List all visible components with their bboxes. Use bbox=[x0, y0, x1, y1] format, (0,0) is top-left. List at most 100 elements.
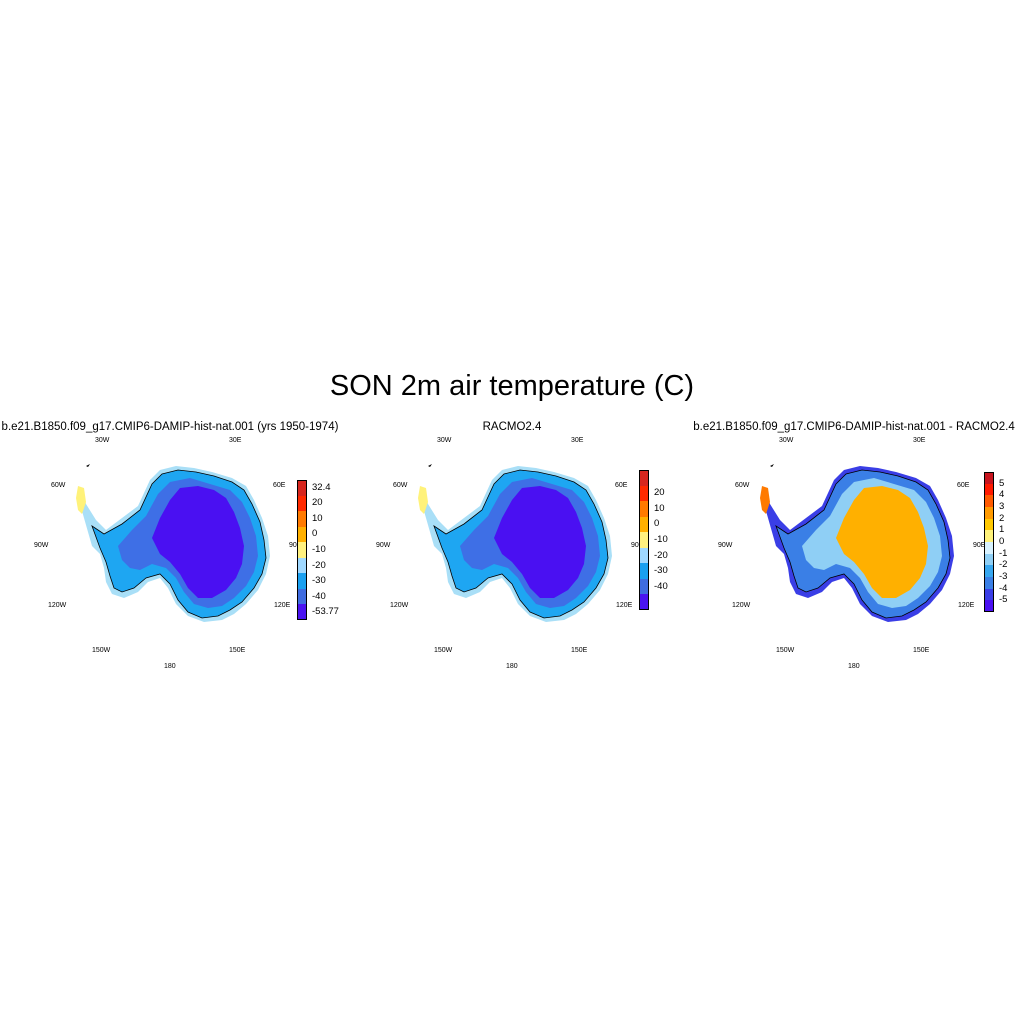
colorbar-swatch bbox=[984, 600, 994, 613]
lon-label: 120E bbox=[616, 602, 633, 609]
colorbar-swatch bbox=[984, 518, 994, 531]
colorbar-frame bbox=[639, 470, 649, 610]
lon-label: 60E bbox=[273, 482, 286, 489]
colorbar-tick-label: -53.77 bbox=[312, 606, 339, 618]
lon-label: 180 bbox=[848, 663, 860, 670]
colorbar-swatch bbox=[639, 485, 649, 502]
island-marker bbox=[86, 464, 90, 467]
lon-label: 90W bbox=[718, 542, 733, 549]
colorbar-tick-label: -4 bbox=[999, 582, 1008, 594]
colorbar-swatch bbox=[984, 577, 994, 590]
lon-label: 120E bbox=[958, 602, 975, 609]
lon-label: 30E bbox=[571, 437, 584, 444]
region-inner bbox=[494, 486, 586, 598]
antarctica-map bbox=[760, 464, 954, 622]
antarctica-map bbox=[76, 464, 270, 622]
colorbar-frame bbox=[297, 480, 307, 620]
region-inner bbox=[152, 486, 244, 598]
colorbar-tick-label: -2 bbox=[999, 559, 1008, 571]
colorbar-frame bbox=[984, 472, 994, 612]
region-yellow bbox=[76, 486, 86, 514]
colorbar-tick-label: -20 bbox=[312, 559, 326, 571]
lon-label: 150W bbox=[776, 647, 795, 654]
colorbar-swatch bbox=[297, 588, 307, 605]
lon-label: 150E bbox=[571, 647, 588, 654]
colorbar-swatch bbox=[297, 573, 307, 590]
colorbar-swatch bbox=[297, 511, 307, 528]
panel-racmo: RACMO2.4 30W 30E 60W 60E 90W 90E 120W 12… bbox=[342, 418, 682, 678]
colorbar-swatch bbox=[639, 470, 649, 487]
colorbar-swatch bbox=[984, 472, 994, 485]
colorbar-tick-label: 20 bbox=[312, 497, 323, 509]
colorbar-tick-label: 10 bbox=[312, 512, 323, 524]
lon-label: 30W bbox=[95, 437, 110, 444]
lon-label: 90E bbox=[289, 542, 302, 549]
lon-label: 90W bbox=[376, 542, 391, 549]
lon-label: 180 bbox=[164, 663, 176, 670]
panel-model: b.e21.B1850.f09_g17.CMIP6-DAMIP-hist-nat… bbox=[0, 418, 340, 678]
colorbar-tick-label: -20 bbox=[654, 549, 668, 561]
colorbar-tick-label: -3 bbox=[999, 571, 1008, 582]
colorbar-tick-label: -40 bbox=[312, 590, 326, 602]
colorbar-swatch bbox=[297, 542, 307, 559]
coastline bbox=[91, 469, 267, 619]
region-inner bbox=[836, 486, 928, 598]
colorbar-swatch bbox=[984, 495, 994, 508]
colorbar-swatch bbox=[984, 553, 994, 566]
colorbar-tick-label: 0 bbox=[999, 536, 1005, 547]
region-yellow bbox=[418, 486, 428, 514]
colorbar-tick-label: 2 bbox=[999, 512, 1005, 524]
colorbar-swatch bbox=[984, 530, 994, 543]
colorbar-tick-label: -30 bbox=[312, 575, 326, 587]
lon-label: 150E bbox=[229, 647, 246, 654]
lon-label: 60E bbox=[957, 482, 970, 489]
lon-label: 120E bbox=[274, 602, 291, 609]
figure-title: SON 2m air temperature (C) bbox=[329, 370, 695, 402]
panel-title: RACMO2.4 bbox=[482, 421, 542, 433]
colorbar-tick-label: -40 bbox=[654, 580, 668, 592]
colorbar-swatch bbox=[297, 604, 307, 621]
colorbar-tick-label: 0 bbox=[654, 518, 660, 530]
colorbar-swatch bbox=[639, 594, 649, 611]
colorbar-tick-label: -10 bbox=[654, 534, 668, 545]
colorbar-tick-label: -1 bbox=[999, 547, 1008, 559]
coastline bbox=[775, 469, 951, 619]
colorbar-swatch bbox=[984, 507, 994, 520]
colorbar-swatch bbox=[984, 588, 994, 601]
colorbar-tick-label: -10 bbox=[312, 544, 326, 555]
colorbar-tick-label: 4 bbox=[999, 489, 1005, 501]
colorbar-swatch bbox=[297, 495, 307, 512]
colorbar-swatch bbox=[297, 480, 307, 497]
lon-label: 90W bbox=[34, 542, 49, 549]
colorbar-tick-label: 32.4 bbox=[312, 481, 331, 493]
colorbar-tick-label: 3 bbox=[999, 501, 1005, 512]
colorbar-tick-label: 5 bbox=[999, 477, 1005, 489]
antarctica-map bbox=[418, 464, 612, 622]
lon-label: 180 bbox=[506, 663, 518, 670]
lon-label: 60W bbox=[51, 482, 66, 489]
colorbar-swatch bbox=[639, 532, 649, 549]
lon-label: 90E bbox=[631, 542, 644, 549]
coastline bbox=[433, 469, 609, 619]
lon-label: 90E bbox=[973, 542, 986, 549]
colorbar-swatch bbox=[984, 483, 994, 496]
colorbar-tick-label: -5 bbox=[999, 594, 1008, 606]
colorbar-swatch bbox=[297, 526, 307, 543]
lon-label: 30W bbox=[779, 437, 794, 444]
colorbar-tick-label: -30 bbox=[654, 565, 668, 577]
colorbar-tick-label: 10 bbox=[654, 502, 665, 514]
lon-label: 120W bbox=[390, 602, 409, 609]
island-marker bbox=[770, 464, 774, 467]
colorbar-swatch bbox=[639, 563, 649, 580]
colorbar-swatch bbox=[639, 501, 649, 518]
colorbar-tick-label: 1 bbox=[999, 524, 1005, 536]
panel-difference: b.e21.B1850.f09_g17.CMIP6-DAMIP-hist-nat… bbox=[684, 418, 1024, 678]
lon-label: 150E bbox=[913, 647, 930, 654]
colorbar-swatch bbox=[639, 547, 649, 564]
colorbar-swatch bbox=[639, 578, 649, 595]
lon-label: 120W bbox=[48, 602, 67, 609]
colorbar-swatch bbox=[984, 542, 994, 555]
lon-label: 60E bbox=[615, 482, 628, 489]
panel-title: b.e21.B1850.f09_g17.CMIP6-DAMIP-hist-nat… bbox=[693, 421, 1015, 433]
colorbar-tick-label: 0 bbox=[312, 528, 318, 540]
